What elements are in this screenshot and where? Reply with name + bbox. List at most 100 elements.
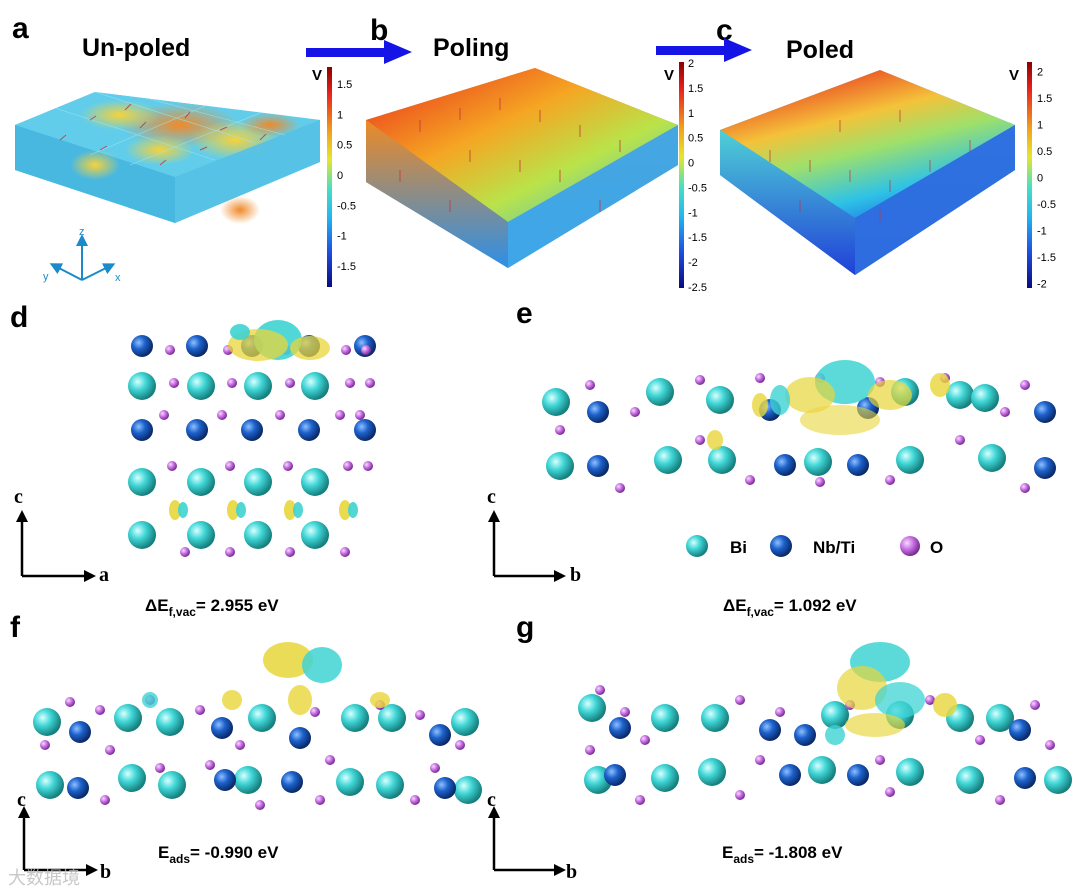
colorbar-a-ticks: 1.5 1 0.5 0 -0.5 -1 -1.5 [337, 79, 356, 273]
atom-bi [244, 468, 272, 496]
atom-bi [128, 468, 156, 496]
atom-o [885, 475, 895, 485]
atom-o [585, 380, 595, 390]
atom-o [159, 410, 169, 420]
energy-g: Eads= -1.808 eV [722, 843, 843, 866]
atom-bi [956, 766, 984, 794]
atom-o [335, 410, 345, 420]
process-arrow-ab [306, 40, 412, 64]
axis-d-a: a [99, 564, 109, 586]
atom-o [40, 740, 50, 750]
atom-bi [821, 701, 849, 729]
atom-o [925, 695, 935, 705]
structure-d [128, 320, 376, 557]
atom-o [1020, 483, 1030, 493]
atom-nb [69, 721, 91, 743]
atom-bi [578, 694, 606, 722]
atom-bi [986, 704, 1014, 732]
atom-o [255, 800, 265, 810]
charge-lobe [868, 380, 912, 410]
atom-bi [451, 708, 479, 736]
atom-o [275, 410, 285, 420]
triad-z-label: z [79, 226, 85, 238]
atom-o [283, 461, 293, 471]
panel-title-a: Un-poled [82, 34, 190, 62]
colorbar-tick: -2 [688, 257, 698, 269]
atom-bi [646, 378, 674, 406]
atom-o [995, 795, 1005, 805]
atom-nb [281, 771, 303, 793]
panel-letter-g: g [516, 611, 534, 644]
panel-letter-f: f [10, 611, 21, 644]
charge-lobe [825, 725, 845, 745]
atom-bi [708, 446, 736, 474]
process-arrow-bc [656, 38, 752, 62]
slab-poling [366, 68, 678, 268]
atom-bi [896, 446, 924, 474]
colorbar-tick: -0.5 [1037, 199, 1056, 211]
atom-nb [774, 454, 796, 476]
colorbar-tick: 0 [1037, 173, 1043, 185]
atom-o [65, 697, 75, 707]
atom-o [585, 745, 595, 755]
charge-lobe [785, 377, 835, 413]
charge-lobe [348, 502, 358, 518]
charge-lobe [230, 324, 250, 340]
atom-nb [186, 335, 208, 357]
atom-o [105, 745, 115, 755]
atom-bi [301, 372, 329, 400]
atom-bi [36, 771, 64, 799]
energy-d: ΔEf,vac= 2.955 eV [145, 596, 279, 619]
atom-o [227, 378, 237, 388]
charge-lobe [236, 502, 246, 518]
axis-d-c: c [14, 486, 23, 508]
atom-bi [187, 372, 215, 400]
legend-bi-swatch [686, 535, 708, 557]
atom-nb [67, 777, 89, 799]
atom-nb [434, 777, 456, 799]
charge-lobe [227, 500, 239, 520]
atom-o [455, 740, 465, 750]
colorbar-tick: 0.5 [337, 140, 352, 152]
atom-nb [211, 717, 233, 739]
axes-f [22, 814, 90, 872]
atom-nb [1009, 719, 1031, 741]
panel-letter-b: b [370, 14, 388, 47]
colorbar-tick: -1 [337, 231, 347, 243]
atom-o [285, 378, 295, 388]
atom-o [205, 760, 215, 770]
atom-nb [587, 401, 609, 423]
atom-bi [336, 768, 364, 796]
atom-bi [234, 766, 262, 794]
atom-bi [808, 756, 836, 784]
colorbar-tick: 1 [337, 109, 343, 121]
slab-poled [720, 70, 1015, 275]
colorbar-a-unit: V [312, 67, 322, 84]
panel-title-b: Poling [433, 34, 509, 62]
atom-o [225, 461, 235, 471]
legend-nbti-label: Nb/Ti [813, 538, 855, 557]
atom-o [165, 345, 175, 355]
atom-bi [341, 704, 369, 732]
atom-bi [896, 758, 924, 786]
atom-o [595, 685, 605, 695]
charge-lobe [263, 642, 313, 678]
atom-bi [542, 388, 570, 416]
axis-f-c: c [17, 789, 26, 811]
atom-nb [131, 419, 153, 441]
atom-o [325, 755, 335, 765]
slab-unpoled [15, 91, 320, 224]
atom-bi [156, 708, 184, 736]
charge-lobe [837, 666, 887, 710]
axes-g [492, 814, 558, 872]
triad-y-label: y [43, 271, 49, 283]
charge-lobe [845, 713, 905, 737]
atom-o [363, 461, 373, 471]
atom-o [310, 707, 320, 717]
atom-o [235, 740, 245, 750]
atom-o [620, 707, 630, 717]
colorbar-tick: 1 [1037, 119, 1043, 131]
charge-lobe [707, 430, 723, 450]
energy-f: Eads= -0.990 eV [158, 843, 279, 866]
colorbar-c-ticks: 2 1.5 1 0.5 0 -0.5 -1 -1.5 -2 [1037, 66, 1056, 290]
